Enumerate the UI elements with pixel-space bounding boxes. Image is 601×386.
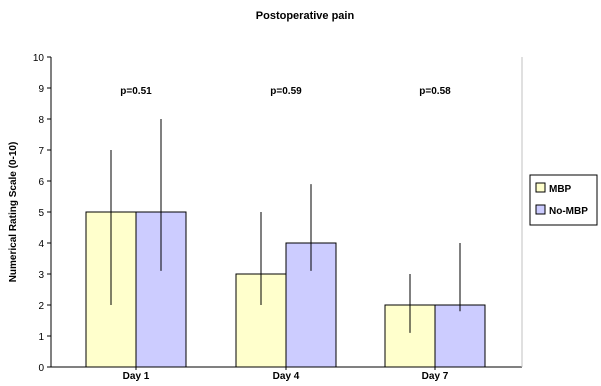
y-tick-label: 4 xyxy=(38,239,44,250)
y-tick-label: 6 xyxy=(38,177,44,188)
legend-label-no-mbp: No-MBP xyxy=(549,206,588,217)
bar-no-mbp-day-7 xyxy=(434,304,486,368)
x-tick-label: Day 7 xyxy=(422,371,449,381)
y-tick-label: 1 xyxy=(38,332,44,343)
x-tick-label: Day 1 xyxy=(123,371,150,381)
p-value-annotation: p=0.58 xyxy=(419,86,451,97)
y-tick-label: 2 xyxy=(38,301,44,312)
legend-swatch-mbp xyxy=(535,182,546,193)
y-tick-label: 8 xyxy=(38,115,44,126)
y-tick-label: 10 xyxy=(33,53,45,64)
y-tick-label: 0 xyxy=(38,363,44,374)
y-tick-label: 9 xyxy=(38,84,44,95)
x-tick-label: Day 4 xyxy=(273,371,300,381)
y-tick-label: 7 xyxy=(38,146,44,157)
p-value-annotation: p=0.51 xyxy=(120,86,152,97)
plot-area: 0 1 2 3 4 5 6 7 8 9 10 Day 1 p=0.51 Day 4 p=0.59 Day 7 p… xyxy=(33,53,523,382)
p-value-annotation: p=0.59 xyxy=(270,86,302,97)
legend-label-mbp: MBP xyxy=(549,184,572,195)
legend: MBP No-MBP xyxy=(529,174,598,226)
y-tick-label: 3 xyxy=(38,270,44,281)
legend-swatch-no-mbp xyxy=(535,204,546,215)
y-axis-label: Numerical Rating Scale (0-10) xyxy=(8,142,19,283)
y-tick-label: 5 xyxy=(38,208,44,219)
chart-title: Postoperative pain xyxy=(256,10,355,22)
